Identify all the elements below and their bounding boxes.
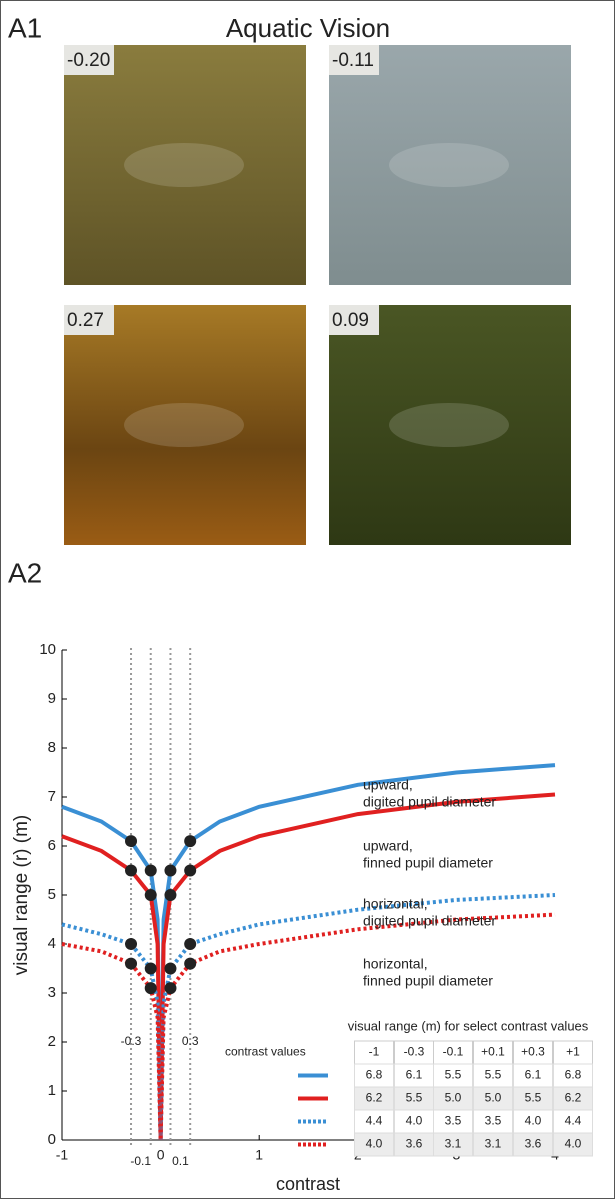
data-point [145, 865, 157, 877]
data-point [184, 835, 196, 847]
data-point [125, 865, 137, 877]
table-header: -1 [369, 1045, 380, 1059]
data-point [125, 958, 137, 970]
data-point [164, 865, 176, 877]
chart: visual range (r) (m) contrast 0 1 2 3 4 5 6 7 8 9… [11, 641, 592, 1194]
curve-annotation: horizontal, [363, 956, 428, 972]
y-tick-label: 10 [39, 641, 56, 658]
ref-label: 0.3 [182, 1034, 199, 1048]
y-tick-label: 8 [48, 739, 56, 756]
table-cell-text: 4.0 [565, 1137, 582, 1151]
fish-shape [389, 143, 509, 187]
title: Aquatic Vision [226, 13, 390, 43]
table-cell-text: 5.0 [445, 1091, 462, 1105]
curve-annotation: digited pupil diameter [363, 794, 496, 810]
y-tick-label: 5 [48, 886, 56, 903]
ref-label: 0.1 [172, 1154, 189, 1168]
data-point [145, 982, 157, 994]
panel-label: A2 [8, 557, 42, 588]
data-point [184, 938, 196, 950]
table-cell-text: 6.1 [525, 1068, 542, 1082]
x-axis-label: contrast [276, 1174, 340, 1194]
fish-shape [389, 403, 509, 447]
curve-annotation: finned pupil diameter [363, 855, 493, 871]
table-cell-text: 6.1 [406, 1068, 423, 1082]
table-cell-text: 3.5 [445, 1114, 462, 1128]
photo-label: 0.27 [67, 310, 104, 331]
table-cell-text: 5.5 [485, 1068, 502, 1082]
table-cell-text: 6.8 [366, 1068, 383, 1082]
y-tick-label: 9 [48, 690, 56, 707]
y-tick-label: 2 [48, 1033, 56, 1050]
x-tick-label: -1 [56, 1147, 69, 1163]
table-cell-text: 4.0 [366, 1137, 383, 1151]
data-point [184, 865, 196, 877]
data-point [184, 958, 196, 970]
table-cell-text: 5.0 [485, 1091, 502, 1105]
table-cell-text: 5.5 [525, 1091, 542, 1105]
curve-annotation: upward, [363, 777, 413, 793]
y-tick-label: 3 [48, 984, 56, 1001]
y-tick-label: 7 [48, 788, 56, 805]
y-tick-label: 4 [48, 935, 56, 952]
photo-label: -0.20 [67, 50, 110, 71]
table-header: -0.3 [404, 1045, 425, 1059]
ref-label: -0.1 [130, 1154, 151, 1168]
table-title: visual range (m) for select contrast val… [348, 1018, 589, 1033]
photo-label: 0.09 [332, 310, 369, 331]
x-tick-label: 1 [255, 1147, 263, 1163]
curve-annotation: upward, [363, 838, 413, 854]
ref-label: -0.3 [121, 1034, 142, 1048]
curve-annotation: digited pupil diameter [363, 913, 496, 929]
data-point [145, 889, 157, 901]
y-tick-label: 6 [48, 837, 56, 854]
data-point [164, 963, 176, 975]
panel-label: A1 [8, 12, 42, 43]
table-cell-text: 5.5 [406, 1091, 423, 1105]
fish-shape [124, 143, 244, 187]
table-header: contrast values [225, 1045, 306, 1059]
table-cell-text: 5.5 [445, 1068, 462, 1082]
table-cell-text: 4.4 [366, 1114, 383, 1128]
y-tick-label: 1 [48, 1082, 56, 1099]
table-cell-text: 3.1 [445, 1137, 462, 1151]
table-header: -0.1 [443, 1045, 464, 1059]
data-point [164, 889, 176, 901]
table-cell-text: 4.4 [565, 1114, 582, 1128]
table-cell-text: 6.2 [565, 1091, 582, 1105]
table-header: +0.3 [521, 1045, 545, 1059]
y-axis-label: visual range (r) (m) [11, 815, 32, 975]
table-cell-text: 6.2 [366, 1091, 383, 1105]
y-tick-label: 0 [48, 1131, 56, 1148]
curve-annotation: finned pupil diameter [363, 973, 493, 989]
curve-annotation: horizontal, [363, 896, 428, 912]
table-header: +1 [566, 1045, 580, 1059]
table-cell-text: 6.8 [565, 1068, 582, 1082]
data-point [125, 835, 137, 847]
photo-grid: -0.20 -0.11 0.27 0.09 [64, 45, 571, 545]
figure: A1 Aquatic Vision A2 -0.20-0.110.270.09 … [0, 0, 615, 1199]
x-tick-label: 0 [157, 1147, 165, 1163]
table-cell-text: 3.6 [406, 1137, 423, 1151]
table-header: +0.1 [481, 1045, 505, 1059]
table-cell-text: 4.0 [406, 1114, 423, 1128]
photo-label: -0.11 [332, 50, 374, 71]
table-cell-text: 3.1 [485, 1137, 502, 1151]
table-cell-text: 3.6 [525, 1137, 542, 1151]
fish-shape [124, 403, 244, 447]
data-point [145, 963, 157, 975]
table-cell-text: 4.0 [525, 1114, 542, 1128]
data-point [164, 982, 176, 994]
table-cell-text: 3.5 [485, 1114, 502, 1128]
data-point [125, 938, 137, 950]
